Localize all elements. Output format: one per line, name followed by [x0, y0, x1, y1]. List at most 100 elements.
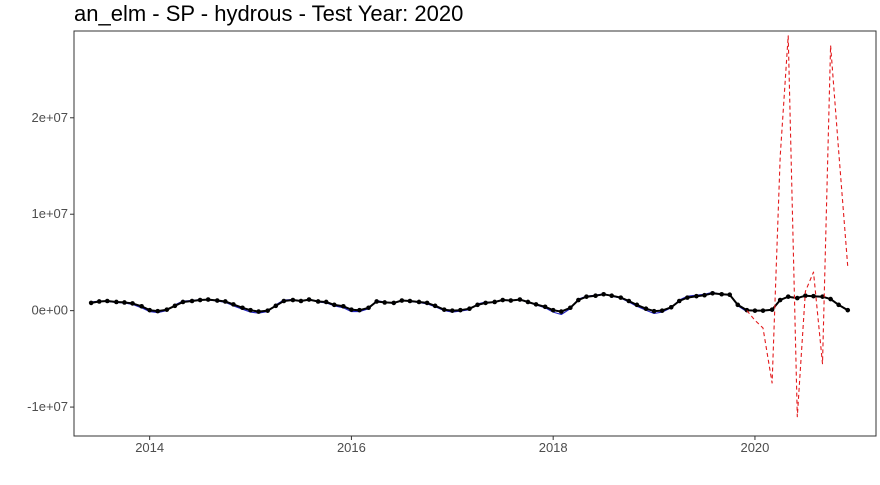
series-point-0 [558, 309, 564, 314]
series-point-0 [710, 290, 715, 296]
series-point-0 [341, 304, 346, 309]
x-tick-label: 2018 [539, 440, 568, 455]
series-point-0 [281, 298, 287, 304]
series-point-0 [550, 307, 556, 313]
series-point-0 [432, 303, 438, 309]
series-point-0 [205, 297, 211, 302]
x-tick-label: 2020 [740, 440, 769, 455]
series-point-0 [424, 300, 430, 306]
series-point-0 [795, 295, 800, 301]
series-point-0 [626, 298, 632, 304]
series-point-0 [248, 307, 253, 313]
series-point-0 [828, 296, 833, 302]
series-point-0 [659, 308, 665, 313]
series-point-0 [618, 295, 624, 300]
series-point-0 [306, 297, 312, 302]
series-point-0 [467, 306, 472, 312]
x-tick-label: 2016 [337, 440, 366, 455]
series-point-0 [298, 298, 304, 304]
series-point-0 [155, 308, 161, 314]
series-point-0 [323, 299, 329, 305]
series-point-0 [475, 302, 480, 308]
x-tick-label: 2014 [135, 440, 164, 455]
series-point-0 [331, 302, 337, 308]
series-point-0 [492, 299, 497, 305]
series-point-0 [727, 292, 733, 298]
series-point-0 [694, 293, 699, 299]
series-point-0 [777, 297, 783, 303]
series-point-0 [214, 298, 220, 303]
series-point-0 [256, 309, 261, 314]
y-tick-label: 1e+07 [31, 206, 68, 221]
series-point-0 [96, 299, 102, 304]
series-point-0 [500, 297, 506, 303]
series-point-0 [593, 293, 598, 298]
y-tick-label: -1e+07 [27, 399, 68, 414]
series-point-0 [374, 299, 379, 304]
series-point-0 [719, 291, 724, 297]
series-point-0 [533, 302, 539, 307]
series-point-0 [273, 303, 279, 309]
series-point-0 [668, 304, 674, 310]
series-point-0 [458, 307, 463, 313]
series-point-0 [568, 305, 573, 311]
series-point-0 [382, 300, 388, 305]
series-point-0 [702, 292, 707, 298]
series-point-0 [357, 307, 362, 313]
series-point-0 [114, 299, 119, 305]
plot-panel-border [73, 30, 877, 437]
series-point-0 [147, 307, 152, 313]
series-point-0 [172, 303, 178, 309]
series-point-0 [517, 297, 523, 302]
chart-title: an_elm - SP - hydrous - Test Year: 2020 [74, 1, 464, 26]
series-line-2 [746, 35, 849, 418]
series-point-0 [811, 293, 816, 299]
series-point-0 [752, 308, 758, 313]
series-point-0 [735, 302, 741, 308]
series-point-0 [130, 301, 135, 306]
series-point-0 [785, 294, 791, 299]
y-tick-label: 0e+00 [31, 303, 68, 318]
series-point-0 [315, 299, 321, 304]
series-point-0 [685, 295, 690, 300]
series-point-0 [601, 291, 606, 297]
series-point-0 [651, 308, 657, 314]
series-point-0 [122, 300, 127, 305]
series-point-0 [769, 307, 775, 312]
series-point-0 [836, 302, 841, 308]
series-point-0 [407, 298, 413, 304]
series-point-0 [290, 297, 296, 303]
series-point-0 [483, 300, 488, 306]
series-point-0 [676, 298, 682, 304]
series-point-0 [265, 308, 270, 313]
series-point-0 [584, 294, 589, 299]
series-point-0 [189, 298, 195, 304]
series-point-0 [139, 304, 144, 309]
series-point-0 [450, 308, 455, 313]
series-point-0 [508, 298, 514, 303]
y-tick-label: 2e+07 [31, 110, 68, 125]
series-point-0 [416, 299, 422, 305]
series-point-0 [609, 293, 614, 298]
series-point-0 [803, 293, 808, 298]
series-point-0 [643, 306, 649, 312]
series-point-0 [845, 307, 851, 313]
series-point-0 [197, 297, 203, 303]
series-point-0 [164, 307, 170, 312]
series-point-0 [820, 294, 825, 299]
series-point-0 [349, 307, 354, 312]
series-point-0 [634, 302, 640, 308]
series-point-0 [576, 297, 581, 303]
series-point-0 [180, 299, 186, 305]
series-point-0 [88, 300, 94, 306]
series-point-0 [223, 299, 228, 304]
series-point-0 [240, 305, 245, 311]
series-point-0 [542, 304, 548, 310]
series-point-0 [104, 298, 110, 304]
series-point-0 [399, 298, 405, 303]
series-point-0 [760, 308, 766, 313]
series-point-0 [391, 300, 397, 306]
series-point-0 [231, 302, 236, 307]
